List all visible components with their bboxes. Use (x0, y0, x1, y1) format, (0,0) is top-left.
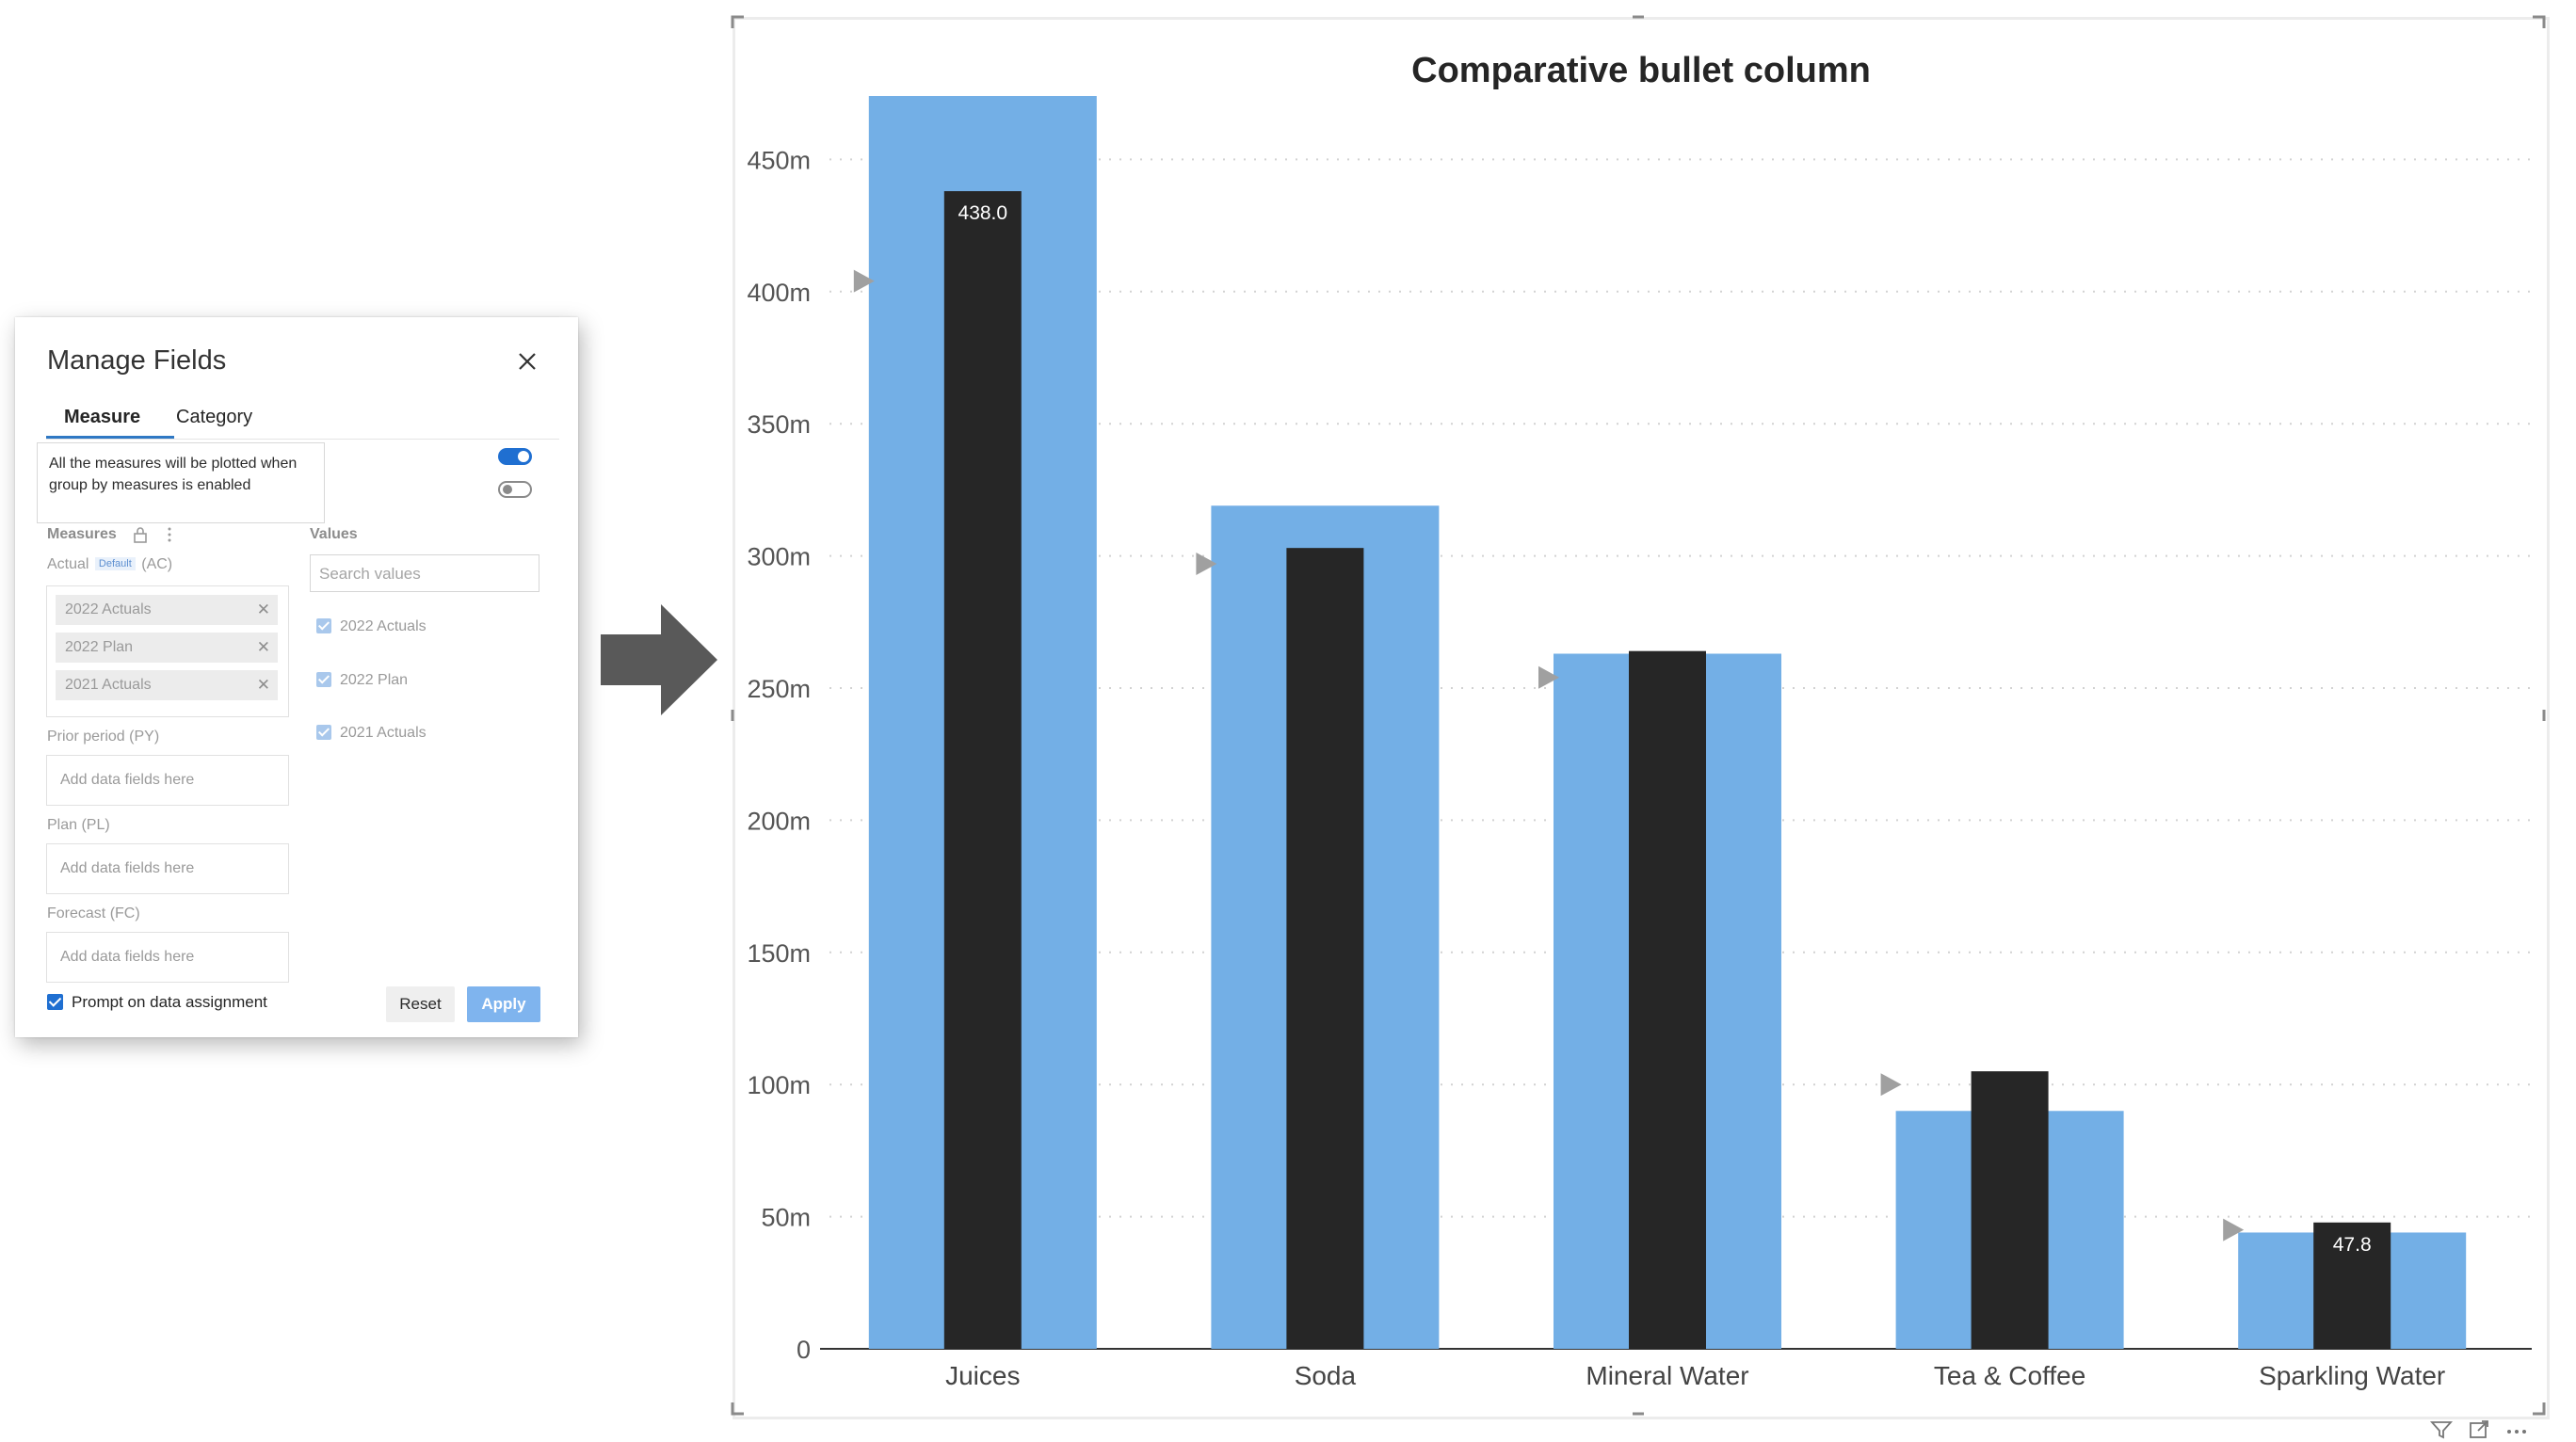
prior-period-label: Prior period (PY) (47, 729, 160, 745)
remove-icon[interactable]: ✕ (256, 638, 270, 656)
value-label: 2022 Actuals (340, 618, 427, 634)
value-option[interactable]: 2022 Actuals (316, 618, 427, 635)
active-tab-indicator (46, 436, 174, 439)
prior-marker (2223, 1218, 2245, 1242)
prior-marker (1538, 665, 1559, 689)
tab-measure[interactable]: Measure (64, 407, 141, 427)
focus-mode-icon[interactable] (2467, 1419, 2491, 1440)
value-option[interactable]: 2021 Actuals (316, 725, 427, 742)
y-tick-label: 350m (747, 410, 811, 439)
chip-label: 2022 Plan (65, 639, 134, 655)
tab-category[interactable]: Category (176, 407, 253, 427)
value-option[interactable]: 2022 Plan (316, 672, 408, 689)
forecast-drop-zone[interactable]: Add data fields here (46, 932, 289, 983)
chart-visual[interactable]: Comparative bullet column 0 50m 100m 150m 20… (733, 17, 2550, 1419)
actual-label-abbr: (AC) (141, 556, 173, 572)
values-heading: Values (310, 526, 358, 542)
search-values-input[interactable]: Search values (310, 554, 539, 592)
lock-icon[interactable] (132, 525, 149, 544)
selection-handles (731, 15, 2546, 1416)
close-icon[interactable] (511, 345, 543, 377)
apply-button[interactable]: Apply (467, 986, 540, 1022)
plan-drop-zone[interactable]: Add data fields here (46, 843, 289, 894)
actual-bar (1971, 1071, 2049, 1349)
prompt-label: Prompt on data assignment (72, 993, 267, 1011)
prior-marker (853, 269, 875, 293)
tab-divider (46, 439, 559, 440)
more-options-icon[interactable] (166, 525, 173, 544)
tooltip: All the measures will be plotted when gr… (37, 442, 325, 523)
prior-marker (1880, 1073, 1902, 1097)
y-tick-label: 50m (761, 1204, 811, 1232)
data-label: 47.8 (2333, 1234, 2372, 1256)
secondary-toggle[interactable] (498, 481, 532, 498)
actual-bar (2313, 1222, 2391, 1349)
y-tick-label: 400m (747, 279, 811, 307)
checkbox[interactable] (316, 672, 331, 687)
y-tick-label: 300m (747, 543, 811, 571)
y-tick-label: 150m (747, 939, 811, 968)
actual-drop-zone[interactable]: 2022 Actuals ✕ 2022 Plan ✕ 2021 Actuals … (46, 585, 289, 717)
reset-button[interactable]: Reset (386, 986, 455, 1022)
chart-title: Comparative bullet column (1411, 51, 1871, 90)
group-by-measures-toggle[interactable] (498, 448, 532, 465)
remove-icon[interactable]: ✕ (256, 601, 270, 618)
prompt-checkbox[interactable] (47, 994, 63, 1010)
y-tick-label: 200m (747, 807, 811, 835)
prior-period-drop-zone[interactable]: Add data fields here (46, 755, 289, 806)
chip-label: 2021 Actuals (65, 677, 152, 693)
chart-plot: 0 50m 100m 150m 200m 250m 300m 350m 400m 450m 438.… (747, 96, 2532, 1390)
panel-title: Manage Fields (47, 345, 227, 376)
actual-bar (943, 191, 1022, 1350)
actual-field-label: Actual Default (AC) (47, 556, 172, 573)
manage-fields-panel: Manage Fields Measure Category All the m… (15, 317, 578, 1037)
remove-icon[interactable]: ✕ (256, 676, 270, 694)
data-label: 438.0 (958, 202, 1008, 224)
x-tick-label: Sparkling Water (2259, 1361, 2445, 1390)
y-tick-label: 100m (747, 1071, 811, 1099)
x-tick-label: Mineral Water (1586, 1361, 1748, 1390)
forecast-label: Forecast (FC) (47, 905, 140, 921)
chip-label: 2022 Actuals (65, 601, 152, 617)
x-tick-label: Soda (1295, 1361, 1357, 1390)
x-tick-label: Juices (945, 1361, 1020, 1390)
x-tick-label: Tea & Coffee (1934, 1361, 2085, 1390)
checkbox[interactable] (316, 725, 331, 740)
right-arrow-icon (601, 604, 717, 715)
actual-bar (1629, 650, 1706, 1349)
value-label: 2021 Actuals (340, 725, 427, 741)
y-tick-label: 0 (797, 1336, 811, 1364)
actual-bar (1286, 548, 1364, 1349)
measure-chip[interactable]: 2022 Actuals ✕ (56, 595, 278, 625)
prompt-checkbox-row[interactable]: Prompt on data assignment (47, 993, 267, 1012)
checkbox[interactable] (316, 618, 331, 633)
actual-label-text: Actual (47, 556, 89, 572)
more-options-icon[interactable] (2504, 1419, 2529, 1440)
measures-heading: Measures (47, 526, 117, 542)
measure-chip[interactable]: 2021 Actuals ✕ (56, 670, 278, 700)
y-tick-label: 250m (747, 675, 811, 703)
default-badge: Default (94, 557, 136, 570)
value-label: 2022 Plan (340, 672, 409, 688)
filter-icon[interactable] (2429, 1419, 2454, 1440)
prior-marker (1196, 553, 1217, 576)
plan-label: Plan (PL) (47, 817, 110, 833)
measure-chip[interactable]: 2022 Plan ✕ (56, 633, 278, 663)
y-tick-label: 450m (747, 146, 811, 174)
